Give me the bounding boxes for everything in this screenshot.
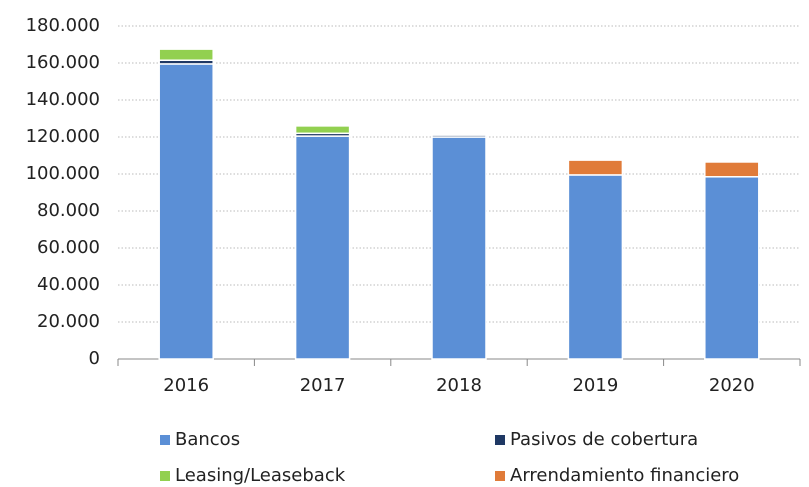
x-tick-label: 2019 [572,375,618,396]
bar-segment [158,63,214,360]
bar-segment [704,161,760,178]
y-tick-label: 0 [89,348,100,369]
bar-segment [294,135,351,360]
bar-segment [431,136,487,360]
bar-segment [567,159,624,176]
y-tick-label: 20.000 [37,311,100,332]
x-tick-label: 2020 [709,375,755,396]
x-tick-label: 2018 [436,375,482,396]
y-tick-label: 100.000 [26,163,100,184]
bar-segment [431,134,487,138]
bar-segment [294,125,351,135]
bar-segment [567,174,624,360]
y-tick-label: 40.000 [37,274,100,295]
legend-swatch [495,435,505,445]
legend-swatch [160,471,170,481]
y-tick-label: 140.000 [26,89,100,110]
x-tick-label: 2017 [300,375,346,396]
y-tick-label: 120.000 [26,126,100,147]
legend-swatch [495,471,505,481]
legend-label: Leasing/Leaseback [175,465,346,486]
legend-label: Bancos [175,429,240,450]
legend-swatch [160,435,170,445]
y-tick-label: 180.000 [26,15,100,36]
x-tick-label: 2016 [163,375,209,396]
y-tick-label: 80.000 [37,200,100,221]
bar-segment [158,48,214,61]
legend-label: Arrendamiento financiero [510,465,739,486]
bar-segment [704,176,760,360]
y-tick-label: 160.000 [26,52,100,73]
y-tick-label: 60.000 [37,237,100,258]
legend-label: Pasivos de cobertura [510,429,698,450]
